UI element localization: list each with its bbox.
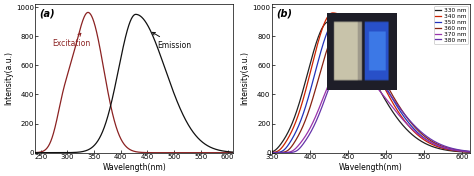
340 nm [269,152,275,154]
Line: 360 nm: 360 nm [272,27,474,153]
370 nm [304,133,310,135]
340 nm [471,151,474,153]
380 nm [346,56,352,58]
Y-axis label: Intensity(a.u.): Intensity(a.u.) [241,51,250,105]
350 nm [304,102,310,104]
Legend: 330 nm, 340 nm, 350 nm, 360 nm, 370 nm, 380 nm: 330 nm, 340 nm, 350 nm, 360 nm, 370 nm, … [434,6,468,44]
Line: 370 nm: 370 nm [272,64,474,153]
340 nm [330,12,336,14]
Line: 330 nm: 330 nm [272,22,474,152]
330 nm [326,21,332,23]
340 nm [445,148,451,150]
330 nm [445,149,451,151]
350 nm [355,35,361,37]
380 nm [445,146,451,148]
Line: 350 nm: 350 nm [272,20,474,153]
350 nm [346,25,352,27]
330 nm [269,151,275,153]
360 nm [269,152,275,154]
350 nm [334,19,339,21]
330 nm [471,151,474,153]
370 nm [269,152,275,154]
370 nm [292,148,298,150]
350 nm [292,133,298,135]
370 nm [341,63,347,65]
Text: (b): (b) [276,9,292,19]
370 nm [355,68,361,70]
360 nm [337,26,343,29]
X-axis label: Wavelength(nm): Wavelength(nm) [102,163,166,172]
360 nm [292,141,298,143]
360 nm [445,147,451,149]
380 nm [269,152,275,154]
380 nm [466,150,472,152]
370 nm [445,147,451,150]
360 nm [346,29,352,31]
Text: (a): (a) [39,9,55,19]
380 nm [471,150,474,153]
X-axis label: Wavelength(nm): Wavelength(nm) [339,163,402,172]
Text: Emission: Emission [153,32,191,50]
Line: 340 nm: 340 nm [272,13,474,153]
350 nm [269,152,275,154]
330 nm [292,115,298,117]
340 nm [304,85,310,87]
340 nm [292,123,298,125]
330 nm [304,75,310,77]
330 nm [355,49,361,51]
370 nm [466,151,472,153]
360 nm [466,150,472,153]
340 nm [346,22,352,24]
330 nm [466,151,472,153]
350 nm [466,151,472,153]
360 nm [304,115,310,118]
360 nm [355,37,361,39]
330 nm [346,35,352,37]
380 nm [292,151,298,153]
Y-axis label: Intensity(a.u.): Intensity(a.u.) [4,51,13,105]
Line: 380 nm: 380 nm [272,56,474,153]
340 nm [466,151,472,153]
370 nm [346,64,352,66]
380 nm [345,55,351,58]
340 nm [355,35,361,37]
380 nm [304,138,310,140]
Text: Excitation: Excitation [53,33,91,48]
370 nm [471,151,474,153]
350 nm [445,148,451,150]
350 nm [471,151,474,153]
380 nm [355,58,361,60]
360 nm [471,151,474,153]
